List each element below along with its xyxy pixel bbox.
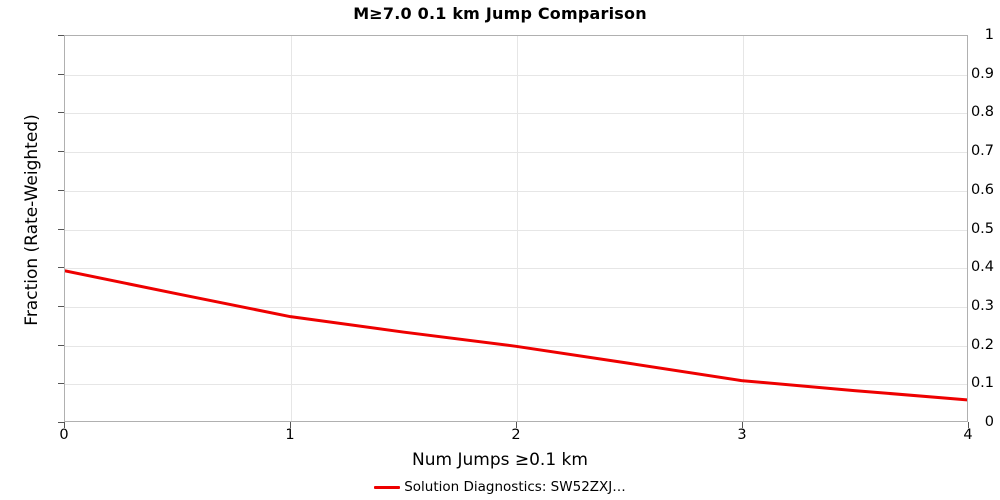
y-tick-label: 0.3 [970,297,994,314]
gridline-horizontal [65,384,967,386]
y-tick-label: 0 [984,414,994,430]
x-axis-label: Num Jumps ≥0.1 km [412,450,588,470]
y-tick-label: 0.9 [970,65,994,82]
x-tick-mark [516,422,517,428]
series-line [65,271,967,400]
y-tick-label: 0.7 [970,143,994,160]
y-tick-label: 0.6 [970,181,994,198]
x-tick-label: 4 [963,427,973,443]
plot-area [64,35,968,422]
x-tick-label: 2 [511,427,521,443]
x-tick-mark [968,422,969,428]
gridline-horizontal [65,268,967,270]
y-tick-mark [58,228,64,230]
y-tick-label: 1 [984,27,994,43]
legend-label: Solution Diagnostics: SW52ZXJ… [404,479,626,495]
gridline-vertical [517,36,518,421]
chart-legend: Solution Diagnostics: SW52ZXJ… [0,479,1000,495]
y-tick-mark [58,151,64,153]
y-tick-label: 0.8 [970,104,994,121]
y-axis-label: Fraction (Rate-Weighted) [22,114,42,326]
y-tick-mark [58,383,64,385]
y-tick-mark [58,422,64,423]
y-tick-mark [58,344,64,346]
chart-title: M≥7.0 0.1 km Jump Comparison [353,4,647,23]
gridline-horizontal [65,152,967,154]
x-tick-mark [64,422,65,428]
y-tick-label: 0.5 [970,220,994,237]
y-tick-mark [58,73,64,75]
series-line-chart [65,36,967,421]
gridline-horizontal [65,306,967,308]
x-tick-label: 1 [285,427,295,443]
gridline-vertical [291,36,292,421]
x-tick-label: 3 [737,427,747,443]
y-tick-label: 0.2 [970,336,994,353]
gridline-horizontal [65,113,967,115]
y-tick-mark [58,112,64,114]
gridline-vertical [743,36,744,421]
x-tick-mark [742,422,743,428]
legend-line-swatch [374,485,401,489]
y-tick-mark [58,189,64,191]
y-tick-mark [58,35,64,36]
gridline-horizontal [65,190,967,192]
y-tick-label: 0.4 [970,259,994,276]
y-tick-label: 0.1 [970,375,994,392]
x-tick-mark [290,422,291,428]
gridline-horizontal [65,74,967,76]
x-tick-label: 0 [59,427,69,443]
y-tick-mark [58,267,64,269]
y-tick-mark [58,305,64,307]
legend-entry[interactable]: Solution Diagnostics: SW52ZXJ… [374,479,626,495]
gridline-horizontal [65,229,967,231]
